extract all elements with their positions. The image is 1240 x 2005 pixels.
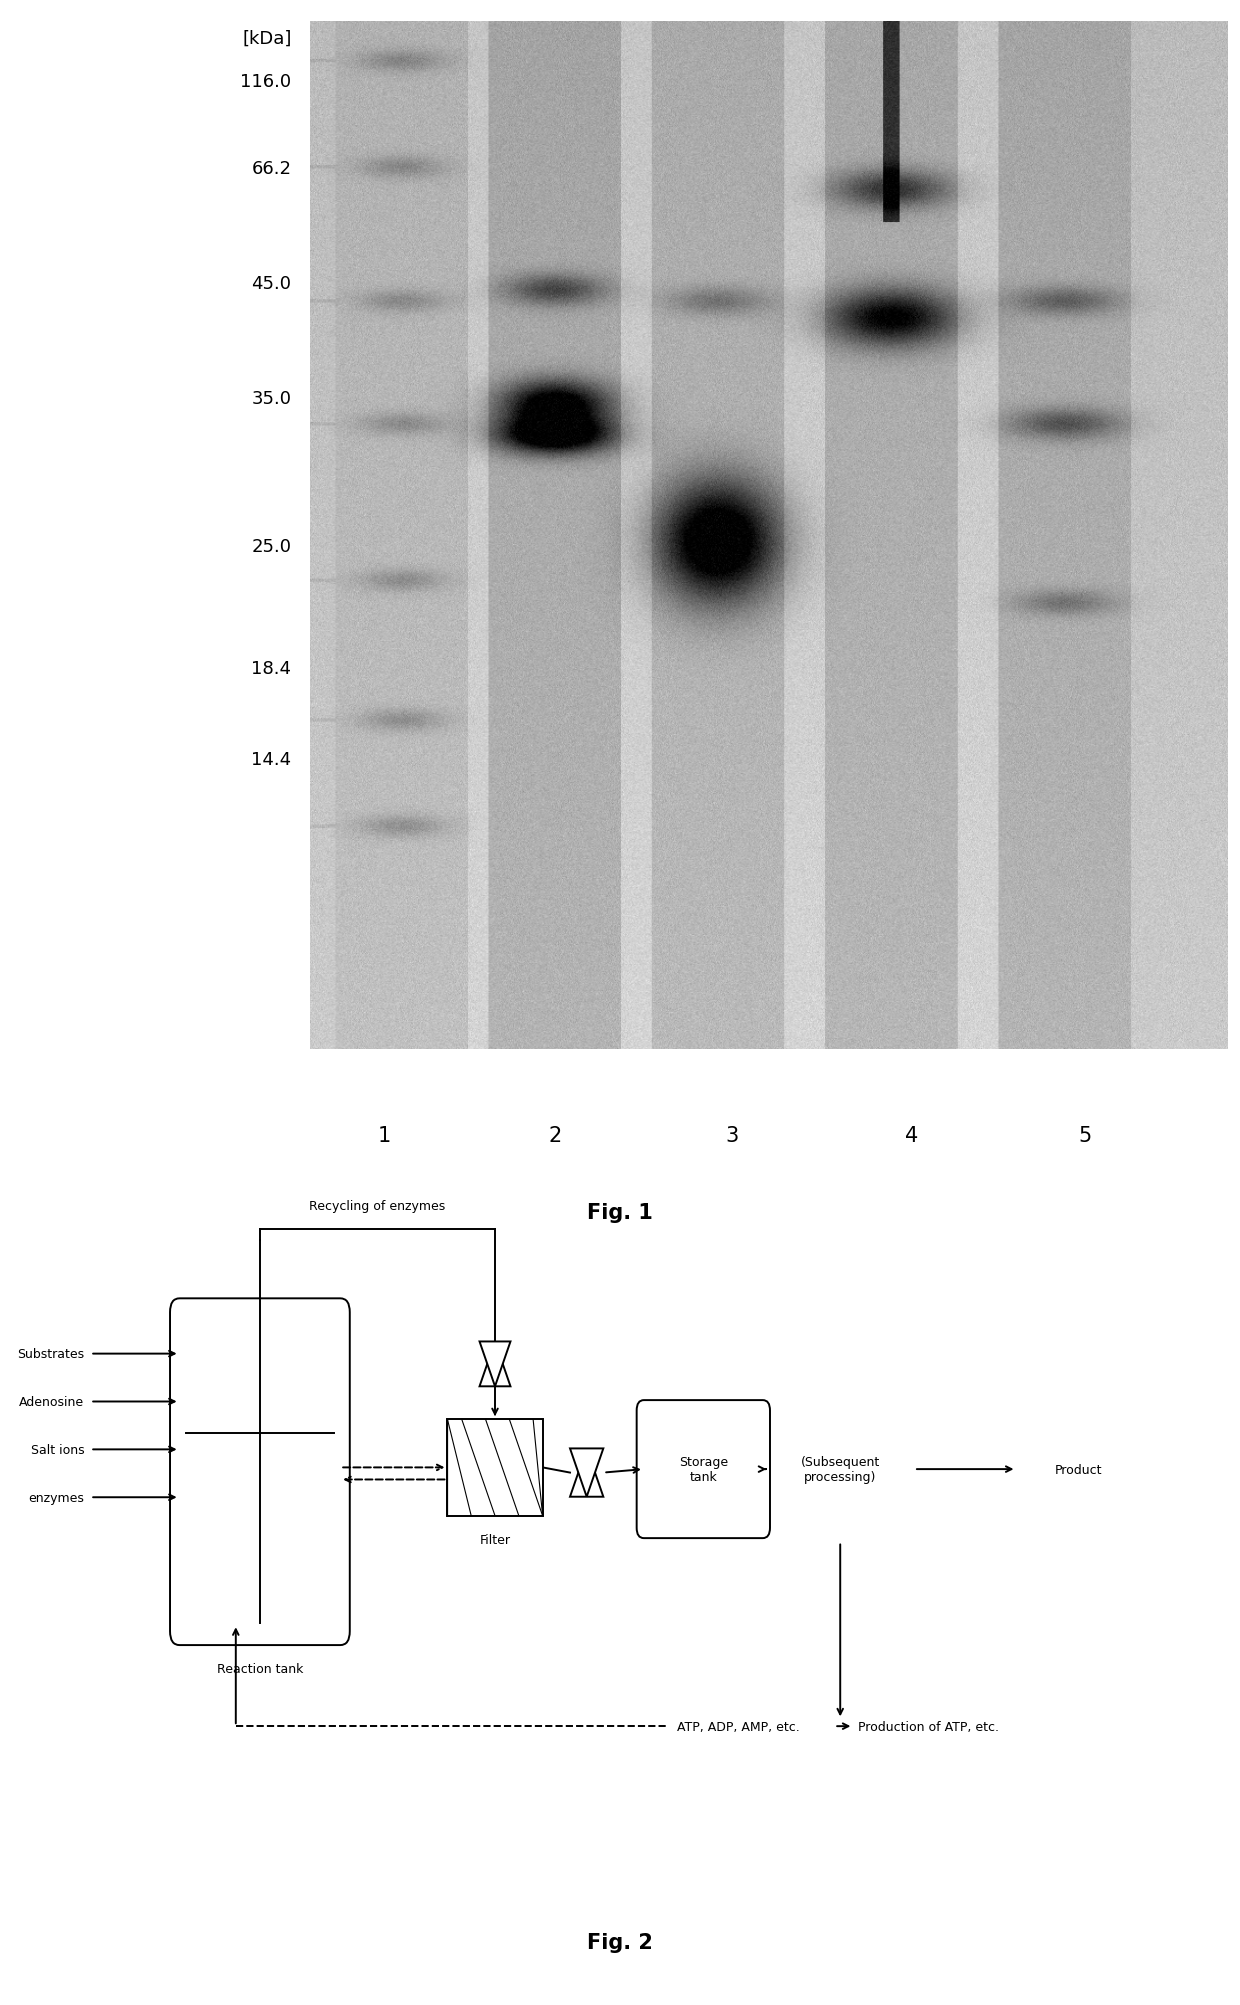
Text: 1: 1 [378,1125,391,1145]
Bar [448,1420,543,1516]
Text: 4: 4 [905,1125,918,1145]
FancyBboxPatch shape [636,1399,770,1538]
Text: Substrates: Substrates [17,1347,84,1361]
Text: 3: 3 [725,1125,738,1145]
Text: Production of ATP, etc.: Production of ATP, etc. [858,1720,999,1732]
Polygon shape [570,1450,604,1498]
Text: Reaction tank: Reaction tank [217,1662,303,1676]
Text: 18.4: 18.4 [252,660,291,678]
Text: Product: Product [1054,1464,1102,1476]
Text: 14.4: 14.4 [252,750,291,768]
FancyBboxPatch shape [170,1299,350,1646]
Text: (Subsequent
processing): (Subsequent processing) [801,1456,880,1484]
Text: Filter: Filter [480,1534,511,1546]
Text: 35.0: 35.0 [252,389,291,407]
Polygon shape [570,1450,604,1498]
Text: Recycling of enzymes: Recycling of enzymes [309,1199,445,1213]
Text: Fig. 2: Fig. 2 [587,1933,653,1951]
Text: Salt ions: Salt ions [31,1444,84,1456]
Text: 25.0: 25.0 [252,537,291,555]
Text: ATP, ADP, AMP, etc.: ATP, ADP, AMP, etc. [677,1720,800,1732]
Text: 2: 2 [549,1125,562,1145]
Text: 66.2: 66.2 [252,160,291,178]
Text: Fig. 1: Fig. 1 [587,1201,653,1221]
Text: 116.0: 116.0 [241,72,291,90]
Text: 5: 5 [1079,1125,1091,1145]
Text: enzymes: enzymes [29,1492,84,1504]
Polygon shape [480,1341,511,1387]
Text: Storage
tank: Storage tank [678,1456,728,1484]
Text: 45.0: 45.0 [252,275,291,293]
Polygon shape [480,1341,511,1387]
Text: Adenosine: Adenosine [19,1395,84,1408]
Text: [kDa]: [kDa] [242,30,291,48]
